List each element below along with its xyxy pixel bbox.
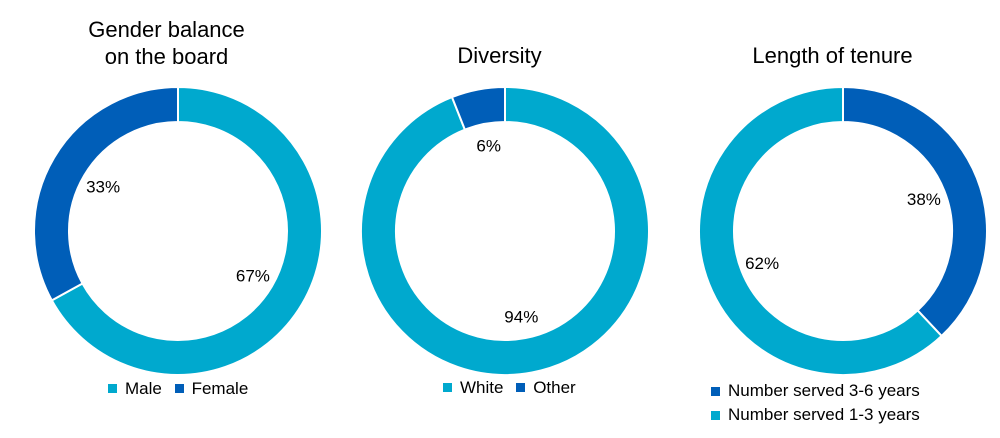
- legend-label: Female: [191, 378, 249, 398]
- legend-item-other: Other: [516, 378, 576, 398]
- donut-chart: 38% 62%: [698, 85, 988, 376]
- legend-label: Male: [125, 378, 162, 398]
- slice-male: [50, 85, 323, 376]
- slice-female: [33, 85, 179, 302]
- legend-swatch: [516, 383, 526, 392]
- legend: Male Female: [108, 378, 256, 399]
- legend-item-female: Female: [174, 378, 249, 399]
- legend-label: Number served 3-6 years: [728, 381, 920, 400]
- chart-gender: Gender balance on the board 67% 33% Male …: [0, 0, 333, 438]
- data-label: 6%: [476, 137, 501, 156]
- slice-white: [360, 85, 650, 376]
- legend-label: Other: [533, 377, 576, 397]
- legend-item-1-3-years: Number served 1-3 years: [711, 405, 920, 425]
- legend-label: Number served 1-3 years: [728, 405, 920, 424]
- chart-title: Gender balance on the board: [88, 17, 245, 69]
- legend-swatch: [711, 386, 720, 396]
- legend-swatch: [108, 384, 117, 393]
- legend-swatch: [711, 410, 720, 420]
- legend: Number served 3-6 years Number served 1-…: [711, 381, 928, 429]
- legend: White Other: [443, 377, 584, 398]
- data-label: 38%: [907, 190, 941, 209]
- donut-chart: 67% 33%: [33, 85, 323, 376]
- chart-tenure: Length of tenure 38% 62% Number served 3-…: [666, 0, 999, 438]
- chart-title: Diversity: [457, 43, 542, 68]
- legend-item-3-6-years: Number served 3-6 years: [711, 381, 920, 401]
- data-label: 67%: [236, 266, 270, 285]
- slice-other: [450, 85, 506, 131]
- chart-title: Length of tenure: [752, 43, 913, 68]
- legend-swatch: [174, 384, 184, 393]
- legend-swatch: [443, 383, 452, 392]
- data-label: 62%: [745, 254, 779, 273]
- legend-label: White: [460, 377, 504, 397]
- legend-item-male: Male: [108, 379, 162, 399]
- slice-number-served-1-3-years: [698, 85, 943, 376]
- data-label: 94%: [504, 307, 538, 326]
- chart-diversity: Diversity 94% 6% White Other: [333, 0, 666, 438]
- slice-number-served-3-6-years: [842, 85, 988, 338]
- data-label: 33%: [86, 178, 120, 197]
- legend-item-white: White: [443, 378, 503, 398]
- donut-chart: 94% 6%: [360, 85, 650, 376]
